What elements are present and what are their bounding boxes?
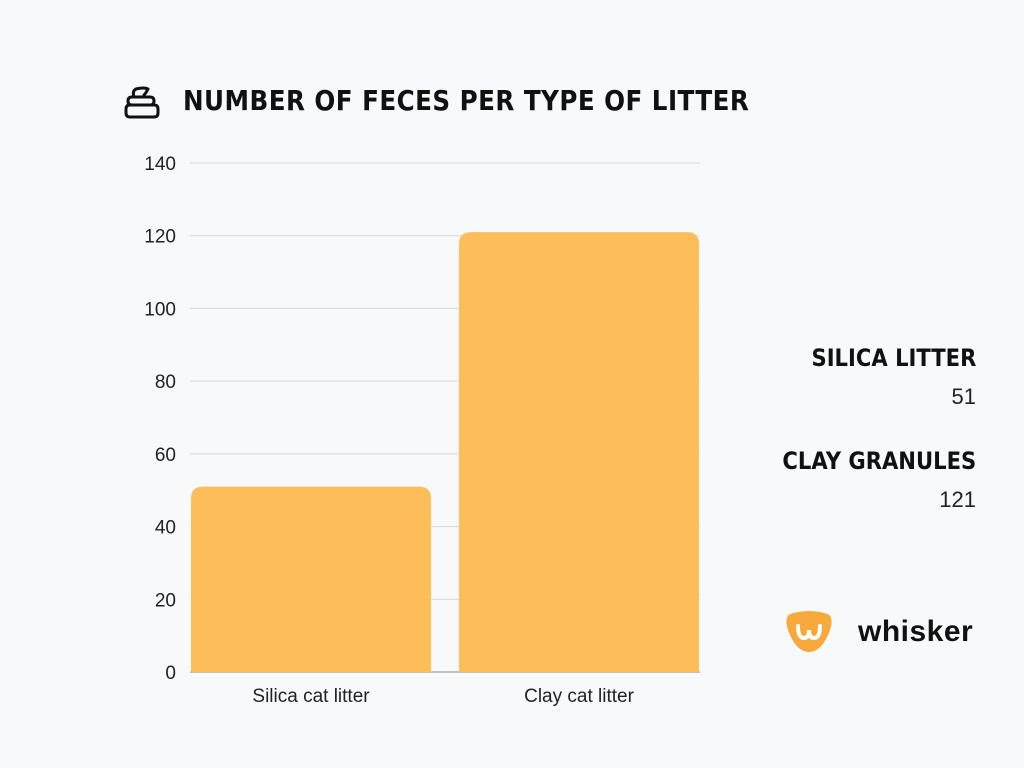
y-tick-label: 80 bbox=[155, 372, 176, 393]
legend-value-clay: 121 bbox=[939, 487, 976, 512]
x-tick-label: Silica cat litter bbox=[252, 686, 370, 707]
legend-label-silica: SILICA LITTER bbox=[811, 344, 976, 372]
y-tick-label: 60 bbox=[155, 445, 176, 466]
whisker-logo-text: whisker bbox=[858, 615, 974, 648]
y-tick-label: 120 bbox=[144, 227, 176, 248]
bar bbox=[459, 232, 699, 673]
y-tick-label: 100 bbox=[144, 299, 176, 320]
legend-value-silica: 51 bbox=[951, 384, 976, 409]
y-tick-label: 40 bbox=[155, 518, 176, 539]
whisker-logo-icon bbox=[786, 611, 832, 652]
y-tick-label: 140 bbox=[144, 154, 176, 175]
y-tick-label: 20 bbox=[155, 590, 176, 611]
chart-title: NUMBER OF FECES PER TYPE OF LITTER bbox=[183, 84, 750, 117]
legend-label-clay: CLAY GRANULES bbox=[782, 447, 976, 475]
x-tick-label: Clay cat litter bbox=[524, 686, 634, 707]
whisker-logo: whisker bbox=[784, 610, 973, 654]
poop-icon bbox=[124, 86, 160, 119]
y-tick-label: 0 bbox=[165, 663, 176, 684]
bar bbox=[191, 486, 431, 672]
